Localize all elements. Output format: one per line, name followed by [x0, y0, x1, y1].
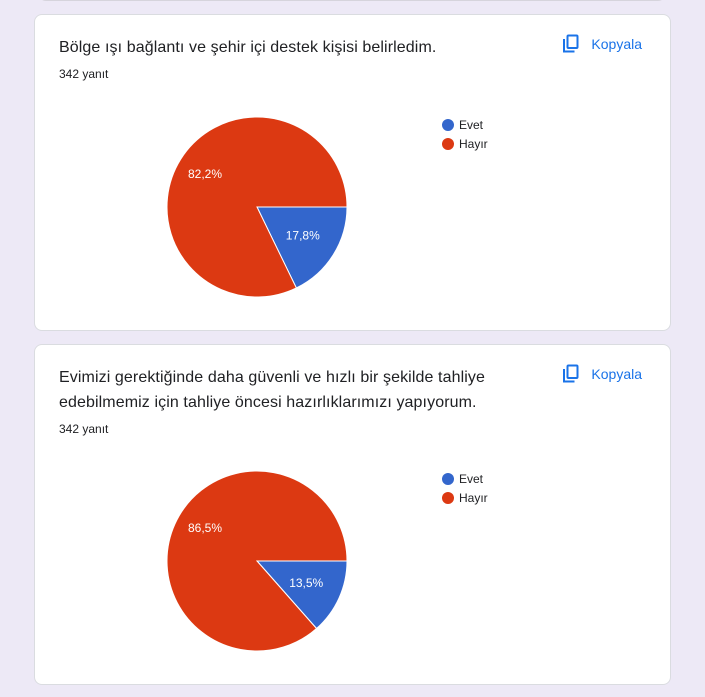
- legend-label: Hayır: [459, 136, 488, 151]
- pie-chart[interactable]: 13,5% 86,5%: [166, 470, 348, 652]
- legend-item-evet[interactable]: Evet: [442, 469, 488, 488]
- copy-chart-button[interactable]: Kopyala: [561, 364, 642, 384]
- copy-label: Kopyala: [591, 36, 642, 52]
- legend-dot-evet-icon: [442, 118, 454, 131]
- legend-dot-evet-icon: [442, 472, 454, 485]
- pie-chart[interactable]: 17,8% 82,2%: [166, 116, 348, 298]
- legend-item-hayir[interactable]: Hayır: [442, 134, 488, 153]
- pie-slice-hayır[interactable]: [166, 116, 348, 298]
- slice-percentage-label: 17,8%: [286, 229, 320, 243]
- question-title: Bölge ışı bağlantı ve şehir içi destek k…: [59, 39, 437, 56]
- copy-chart-button[interactable]: Kopyala: [561, 34, 642, 54]
- response-count: 342 yanıt: [59, 67, 109, 81]
- legend-dot-hayir-icon: [442, 491, 454, 504]
- legend-dot-hayir-icon: [442, 137, 454, 150]
- legend-label: Evet: [459, 117, 484, 132]
- question-title: Evimizi gerektiğinde daha güvenli ve hız…: [59, 369, 485, 411]
- previous-card-edge: [38, 0, 666, 1]
- slice-percentage-label: 86,5%: [188, 521, 222, 535]
- question-summary-card: Evimizi gerektiğinde daha güvenli ve hız…: [34, 344, 671, 685]
- chart-legend: Evet Hayır: [442, 469, 488, 507]
- pie-slice-hayır[interactable]: [166, 470, 348, 652]
- slice-percentage-label: 13,5%: [289, 576, 323, 590]
- legend-item-evet[interactable]: Evet: [442, 115, 488, 134]
- copy-label: Kopyala: [591, 366, 642, 382]
- pie-slice-evet[interactable]: [256, 206, 348, 289]
- legend-item-hayir[interactable]: Hayır: [442, 488, 488, 507]
- copy-icon: [561, 364, 581, 384]
- legend-label: Hayır: [459, 490, 488, 505]
- response-count: 342 yanıt: [59, 422, 109, 436]
- chart-legend: Evet Hayır: [442, 115, 488, 153]
- slice-percentage-label: 82,2%: [188, 167, 222, 181]
- pie-slice-evet[interactable]: [255, 560, 348, 630]
- question-summary-card: Bölge ışı bağlantı ve şehir içi destek k…: [34, 14, 671, 331]
- legend-label: Evet: [459, 471, 484, 486]
- copy-icon: [561, 34, 581, 54]
